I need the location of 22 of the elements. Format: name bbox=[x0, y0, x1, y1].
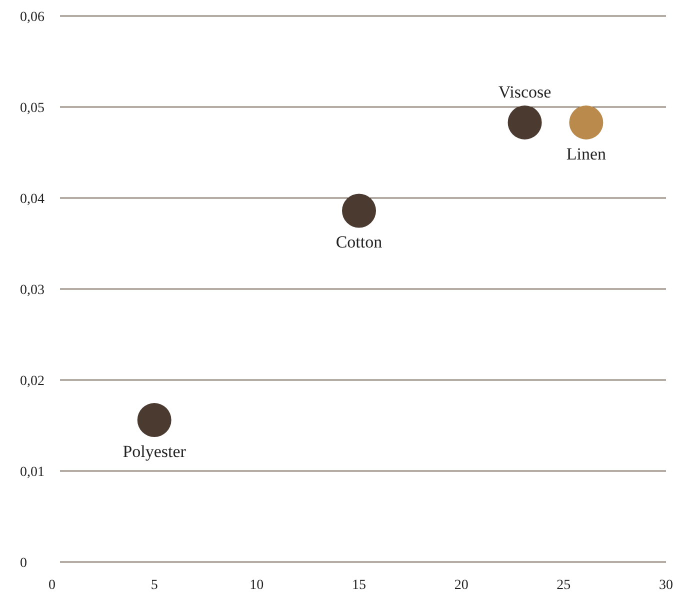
point bbox=[342, 194, 376, 228]
x-tick-label: 5 bbox=[150, 578, 158, 593]
y-tick-label: 0,04 bbox=[20, 192, 44, 207]
y-tick-label: 0,03 bbox=[20, 283, 44, 298]
annotation: Viscose bbox=[498, 82, 552, 102]
y-tick-label: 0,01 bbox=[20, 465, 44, 480]
y-tick-label: 0 bbox=[20, 556, 27, 571]
x-tick-label: 20 bbox=[454, 578, 468, 593]
x-tick-label: 10 bbox=[250, 578, 264, 593]
y-tick-label: 0,06 bbox=[20, 10, 44, 25]
annotation: Polyester bbox=[122, 442, 186, 462]
y-tick-label: 0,05 bbox=[20, 101, 44, 116]
x-tick-label: 0 bbox=[48, 578, 56, 593]
annotation: Linen bbox=[566, 144, 607, 164]
point bbox=[137, 403, 172, 438]
x-tick-label: 30 bbox=[659, 578, 673, 593]
annotation: Cotton bbox=[336, 232, 383, 252]
x-tick-label: 15 bbox=[352, 578, 366, 593]
x-tick-label: 25 bbox=[556, 578, 571, 593]
point bbox=[569, 105, 604, 140]
point bbox=[508, 105, 542, 140]
y-tick-label: 0,02 bbox=[20, 374, 44, 389]
